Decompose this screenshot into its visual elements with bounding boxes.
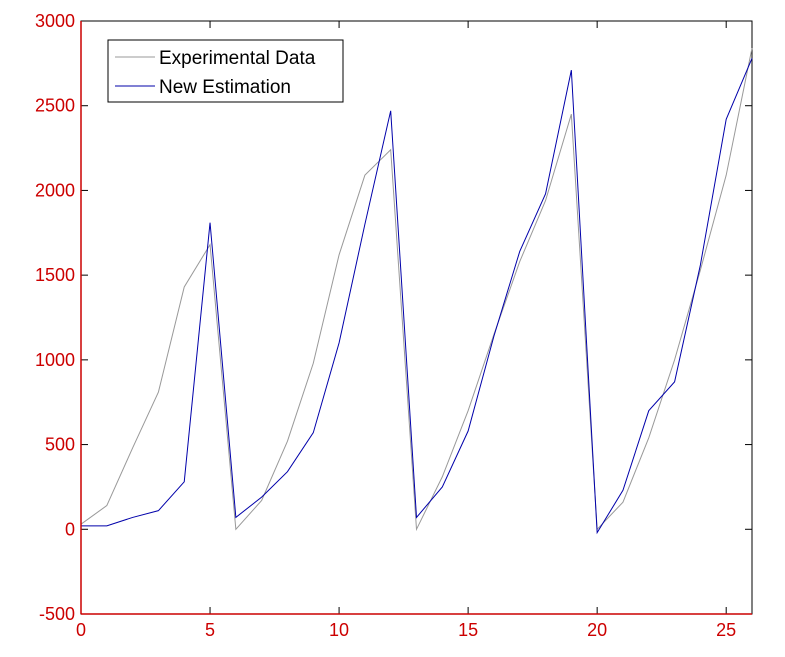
legend: Experimental Data New Estimation	[107, 39, 344, 103]
x-tick-label: 10	[329, 620, 349, 640]
y-tick-label: 2000	[35, 180, 75, 200]
y-tick-label: 1000	[35, 350, 75, 370]
x-tick-label: 20	[587, 620, 607, 640]
legend-box	[107, 39, 344, 103]
legend-label-experimental-data: Experimental Data	[159, 48, 316, 69]
y-tick-label: -500	[39, 604, 75, 624]
series-layer	[80, 48, 753, 535]
y-tick-label: 1500	[35, 265, 75, 285]
y-tick-label: 500	[45, 435, 75, 455]
legend-label-new-estimation: New Estimation	[159, 77, 291, 98]
series-line-experimental-data	[80, 48, 753, 532]
x-tick-label: 25	[716, 620, 736, 640]
y-tick-label: 2500	[35, 96, 75, 116]
x-tick-label: 0	[76, 620, 86, 640]
series-line-new-estimation	[81, 58, 753, 535]
x-tick-label: 15	[458, 620, 478, 640]
y-tick-label: 0	[65, 519, 75, 539]
y-tick-label: 3000	[35, 11, 75, 31]
x-tick-label: 5	[205, 620, 215, 640]
